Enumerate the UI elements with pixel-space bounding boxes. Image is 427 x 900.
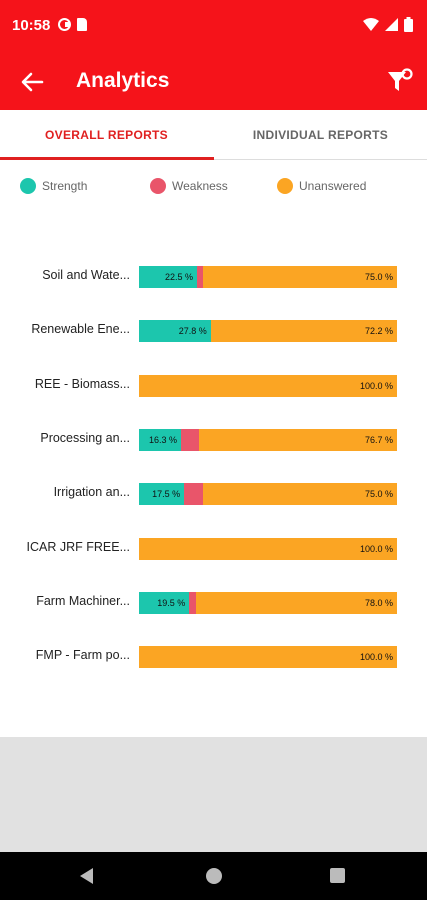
chart-row: Renewable Ene... 27.8 % 72.2 %	[0, 318, 427, 343]
page-title: Analytics	[76, 69, 170, 92]
app-bar: Analytics	[0, 54, 427, 110]
bar-segment-unanswered: 100.0 %	[139, 374, 397, 397]
bar-segment-strength: 19.5 %	[139, 591, 190, 614]
stacked-bar[interactable]: 17.5 % 75.0 %	[139, 483, 397, 506]
legend-dot-unanswered	[277, 178, 293, 194]
chart-row: Processing an... 16.3 % 76.7 %	[0, 427, 427, 451]
bar-segment-unanswered: 78.0 %	[195, 591, 397, 614]
status-time: 10:58	[12, 17, 51, 34]
stacked-bar[interactable]: 100.0 %	[139, 646, 397, 669]
bar-segment-weakness	[184, 483, 204, 506]
category-label: REE - Biomass...	[34, 376, 130, 391]
filter-icon[interactable]	[385, 66, 415, 96]
back-arrow-icon[interactable]	[18, 68, 46, 96]
category-label: FMP - Farm po...	[35, 648, 130, 663]
chart-row: REE - Biomass... 100.0 %	[0, 373, 427, 397]
sd-card-icon	[77, 18, 87, 31]
legend-item-unanswered: Unanswered	[277, 178, 366, 194]
cell-signal-icon	[385, 18, 398, 31]
category-label: Farm Machiner...	[36, 593, 130, 608]
category-label: ICAR JRF FREE...	[26, 539, 130, 554]
legend-label-weakness: Weakness	[172, 179, 228, 193]
legend-dot-strength	[20, 178, 36, 194]
chart-row: ICAR JRF FREE... 100.0 %	[0, 536, 427, 560]
bar-segment-weakness	[197, 266, 204, 288]
chart-legend: Strength Weakness Unanswered	[0, 178, 427, 200]
bar-segment-unanswered: 72.2 %	[210, 320, 397, 343]
nav-back-icon[interactable]	[80, 868, 93, 884]
legend-label-unanswered: Unanswered	[299, 179, 367, 193]
stacked-bar[interactable]: 19.5 % 78.0 %	[139, 591, 397, 614]
stacked-bar[interactable]: 100.0 %	[139, 374, 397, 397]
category-label: Renewable Ene...	[31, 322, 130, 337]
legend-item-weakness: Weakness	[150, 178, 228, 194]
bar-segment-unanswered: 75.0 %	[203, 483, 397, 506]
bar-segment-unanswered: 100.0 %	[139, 537, 397, 560]
bar-segment-strength: 16.3 %	[139, 428, 182, 451]
system-nav-bar	[0, 852, 427, 900]
bar-segment-unanswered: 75.0 %	[203, 266, 397, 288]
bar-segment-strength: 27.8 %	[139, 320, 211, 343]
chart-row: FMP - Farm po... 100.0 %	[0, 644, 427, 669]
bar-segment-weakness	[181, 428, 200, 451]
stacked-bar[interactable]: 22.5 % 75.0 %	[139, 266, 397, 288]
stacked-bar[interactable]: 100.0 %	[139, 537, 397, 560]
category-label: Irrigation an...	[53, 485, 130, 500]
stacked-bar[interactable]: 27.8 % 72.2 %	[139, 320, 397, 343]
report-tabs: OVERALL REPORTS INDIVIDUAL REPORTS	[0, 110, 427, 160]
chart-row: Soil and Wate... 22.5 % 75.0 %	[0, 264, 427, 288]
data-saver-icon	[58, 18, 71, 31]
wifi-icon	[363, 18, 379, 31]
legend-dot-weakness	[150, 178, 166, 194]
bar-segment-unanswered: 76.7 %	[199, 428, 397, 451]
chart-row: Irrigation an... 17.5 % 75.0 %	[0, 481, 427, 506]
nav-home-icon[interactable]	[206, 868, 222, 884]
tab-overall-reports[interactable]: OVERALL REPORTS	[45, 128, 168, 142]
bar-segment-unanswered: 100.0 %	[139, 646, 397, 669]
tab-individual-reports[interactable]: INDIVIDUAL REPORTS	[252, 128, 389, 142]
legend-item-strength: Strength	[20, 178, 87, 194]
status-bar: 10:58	[0, 0, 427, 54]
tab-indicator	[0, 157, 214, 160]
category-label: Processing an...	[40, 430, 130, 445]
bar-segment-weakness	[189, 591, 196, 614]
bar-segment-strength: 17.5 %	[139, 483, 185, 506]
nav-recents-icon[interactable]	[330, 868, 345, 883]
stacked-bar[interactable]: 16.3 % 76.7 %	[139, 428, 397, 451]
bar-segment-strength: 22.5 %	[139, 266, 198, 288]
chart-row: Farm Machiner... 19.5 % 78.0 %	[0, 590, 427, 614]
empty-area	[0, 737, 427, 852]
legend-label-strength: Strength	[42, 179, 88, 193]
category-label: Soil and Wate...	[42, 268, 130, 282]
battery-icon	[404, 17, 413, 32]
